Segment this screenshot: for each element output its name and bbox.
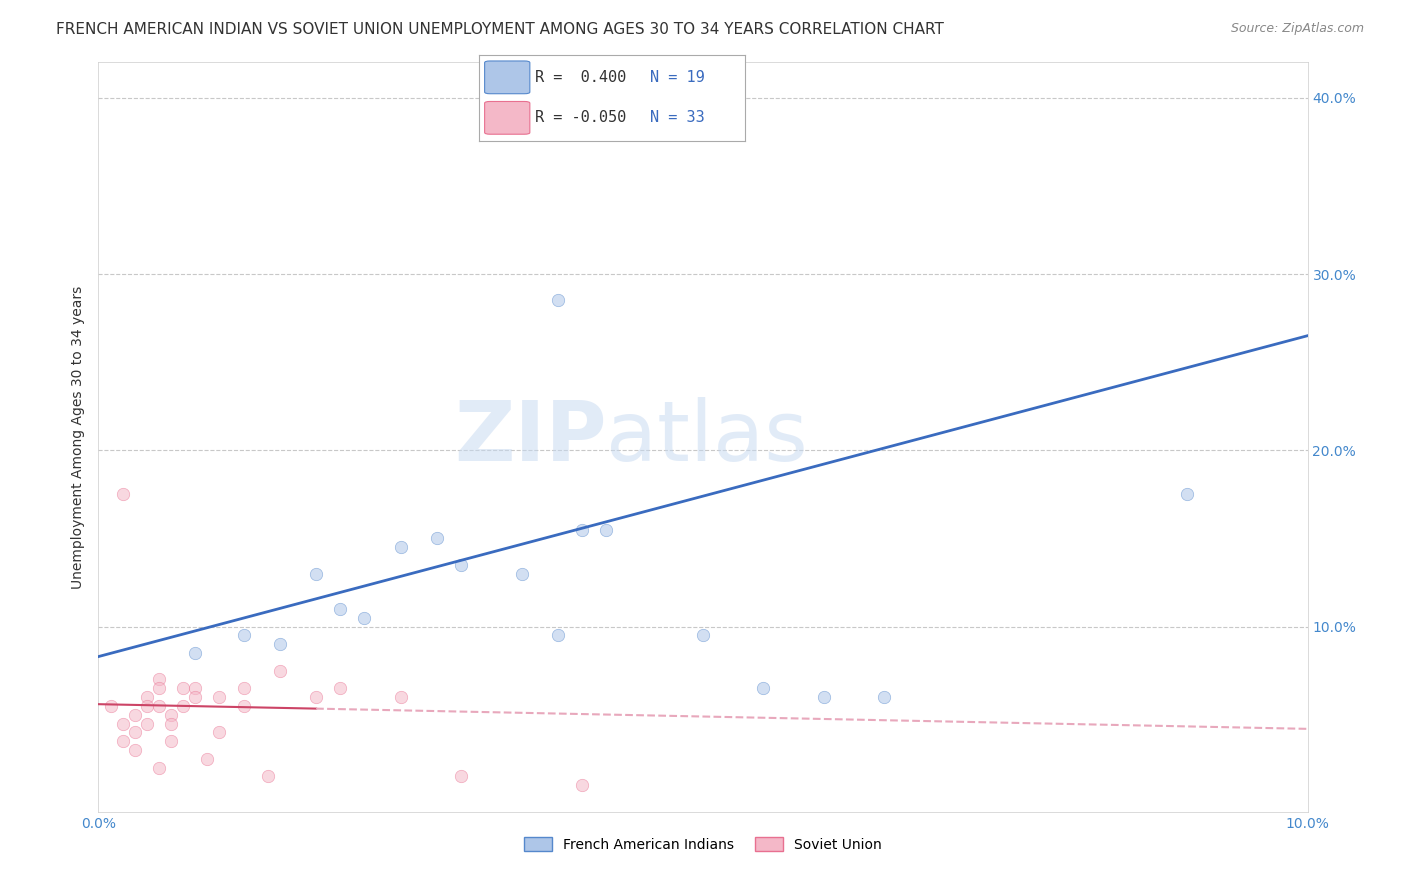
Point	[135, 690, 157, 705]
Point	[256, 769, 278, 783]
Legend: French American Indians, Soviet Union: French American Indians, Soviet Union	[519, 831, 887, 857]
Point	[148, 761, 170, 775]
Point	[547, 293, 569, 308]
Point	[208, 690, 231, 705]
Point	[329, 681, 352, 696]
Point	[172, 698, 194, 713]
Point	[232, 628, 254, 642]
Point	[692, 628, 714, 642]
Point	[111, 716, 134, 731]
Point	[232, 681, 254, 696]
Point	[389, 690, 412, 705]
Text: ZIP: ZIP	[454, 397, 606, 477]
Text: Source: ZipAtlas.com: Source: ZipAtlas.com	[1230, 22, 1364, 36]
Point	[752, 681, 775, 696]
Y-axis label: Unemployment Among Ages 30 to 34 years: Unemployment Among Ages 30 to 34 years	[72, 285, 86, 589]
Point	[571, 778, 593, 792]
Point	[184, 646, 207, 660]
Point	[595, 523, 617, 537]
Point	[160, 707, 183, 722]
Point	[160, 734, 183, 748]
Point	[172, 681, 194, 696]
Point	[124, 743, 146, 757]
Text: atlas: atlas	[606, 397, 808, 477]
Point	[426, 532, 449, 546]
Point	[195, 752, 218, 766]
Point	[510, 566, 533, 581]
Point	[1175, 487, 1198, 501]
Point	[135, 716, 157, 731]
Point	[111, 734, 134, 748]
Point	[100, 698, 122, 713]
Point	[135, 698, 157, 713]
Point	[305, 566, 328, 581]
Point	[873, 690, 896, 705]
Point	[389, 541, 412, 555]
Text: FRENCH AMERICAN INDIAN VS SOVIET UNION UNEMPLOYMENT AMONG AGES 30 TO 34 YEARS CO: FRENCH AMERICAN INDIAN VS SOVIET UNION U…	[56, 22, 943, 37]
Point	[160, 716, 183, 731]
Point	[450, 769, 472, 783]
Point	[571, 523, 593, 537]
Point	[184, 681, 207, 696]
Point	[208, 725, 231, 739]
Point	[450, 558, 472, 572]
Point	[111, 487, 134, 501]
Point	[269, 637, 291, 651]
Point	[329, 602, 352, 616]
Point	[269, 664, 291, 678]
Point	[305, 690, 328, 705]
Point	[148, 673, 170, 687]
Point	[813, 690, 835, 705]
Point	[547, 628, 569, 642]
Point	[124, 707, 146, 722]
Point	[124, 725, 146, 739]
Point	[232, 698, 254, 713]
Point	[184, 690, 207, 705]
Point	[148, 698, 170, 713]
Point	[148, 681, 170, 696]
Point	[353, 611, 375, 625]
